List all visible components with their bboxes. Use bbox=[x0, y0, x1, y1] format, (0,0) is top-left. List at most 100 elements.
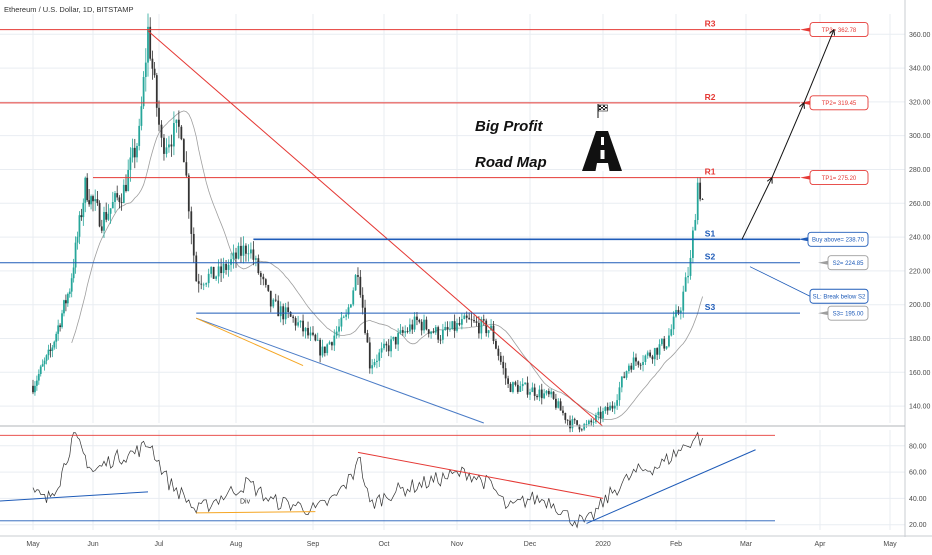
candle-body bbox=[465, 315, 468, 318]
candle-body bbox=[187, 175, 190, 212]
candle-body bbox=[616, 400, 619, 406]
osc-divergence-line bbox=[196, 511, 316, 514]
candle-body bbox=[190, 211, 193, 234]
candle-body bbox=[689, 257, 692, 276]
candle-body bbox=[92, 196, 94, 202]
candle-body bbox=[663, 338, 666, 349]
level-s3-label: S3 bbox=[705, 302, 716, 312]
candle-body bbox=[129, 157, 132, 170]
osc-support-trendline bbox=[0, 491, 149, 502]
candle-body bbox=[232, 252, 235, 260]
candle-body bbox=[252, 249, 255, 260]
candle-body bbox=[72, 267, 75, 279]
candle-body bbox=[109, 208, 112, 214]
candle-body bbox=[307, 327, 309, 336]
candle-body bbox=[170, 144, 173, 147]
candle-body bbox=[34, 385, 36, 393]
candle-body bbox=[319, 339, 321, 356]
candle-body bbox=[173, 122, 175, 147]
candle-body bbox=[122, 184, 125, 203]
candle-body bbox=[492, 325, 495, 341]
candle-body bbox=[168, 144, 170, 148]
candle-body bbox=[373, 362, 376, 366]
callout-label: SL: Break below S2 bbox=[813, 295, 866, 301]
annotation-road-map: Road Map bbox=[475, 154, 547, 171]
time-tick-label: Nov bbox=[451, 541, 464, 548]
candle-body bbox=[335, 331, 338, 336]
candle-body bbox=[359, 276, 362, 295]
candle-body bbox=[225, 263, 227, 270]
osc-tick-label: 20.00 bbox=[909, 522, 927, 529]
candle-body bbox=[478, 322, 480, 334]
candle-body bbox=[571, 419, 574, 429]
candle-body bbox=[456, 322, 458, 331]
candle-body bbox=[366, 333, 369, 343]
candle-body bbox=[222, 263, 225, 274]
candle-body bbox=[490, 325, 492, 331]
candle-body bbox=[682, 291, 685, 311]
candle-body bbox=[390, 339, 392, 352]
candle-body bbox=[499, 355, 502, 362]
candle-body bbox=[531, 387, 534, 393]
candle-body bbox=[613, 405, 616, 409]
candle-body bbox=[299, 320, 302, 323]
candle-body bbox=[611, 405, 614, 409]
candle-body bbox=[642, 361, 644, 366]
candle-body bbox=[514, 382, 517, 385]
candle-body bbox=[37, 373, 40, 381]
candle-body bbox=[580, 429, 583, 431]
candle-body bbox=[342, 316, 345, 318]
candle-body bbox=[272, 299, 275, 307]
candle-body bbox=[163, 137, 165, 154]
candle-body bbox=[646, 352, 649, 356]
candle-body bbox=[687, 275, 689, 278]
candle-body bbox=[566, 419, 569, 421]
candle-body bbox=[47, 349, 50, 356]
callout-pointer bbox=[800, 100, 810, 105]
candle-body bbox=[338, 326, 340, 332]
candle-body bbox=[158, 107, 160, 125]
candle-body bbox=[94, 199, 97, 202]
time-tick-label: Feb bbox=[670, 541, 682, 548]
candle-body bbox=[425, 319, 428, 330]
candle-body bbox=[521, 383, 524, 387]
callout-label: S2= 224.85 bbox=[833, 261, 865, 267]
candle-body bbox=[333, 335, 336, 346]
osc-tick-label: 40.00 bbox=[909, 496, 927, 503]
candle-body bbox=[65, 300, 67, 304]
time-tick-label: Mar bbox=[740, 541, 753, 548]
candle-body bbox=[202, 284, 205, 286]
candle-body bbox=[618, 387, 621, 401]
candle-body bbox=[632, 357, 635, 370]
candle-body bbox=[691, 230, 694, 258]
candle-body bbox=[120, 202, 123, 203]
candle-body bbox=[107, 213, 110, 220]
time-tick-label: May bbox=[26, 541, 40, 548]
candle-body bbox=[45, 355, 48, 361]
callout-box bbox=[809, 95, 869, 111]
candle-body bbox=[644, 355, 647, 362]
candle-body bbox=[250, 249, 252, 254]
candle-body bbox=[427, 329, 430, 334]
price-tick-label: 220.00 bbox=[909, 268, 931, 275]
candle-body bbox=[437, 327, 440, 340]
candle-body bbox=[289, 311, 292, 317]
projection-arrow bbox=[803, 29, 835, 104]
candle-body bbox=[43, 360, 46, 365]
callout-box bbox=[827, 255, 869, 271]
candle-body bbox=[529, 392, 531, 395]
projection-arrow-head bbox=[829, 29, 835, 36]
candle-body bbox=[679, 310, 682, 313]
candle-body bbox=[460, 319, 463, 325]
candle-body bbox=[70, 278, 73, 292]
candle-body bbox=[331, 342, 333, 346]
candle-body bbox=[653, 348, 656, 360]
candle-body bbox=[385, 343, 388, 346]
candle-body bbox=[564, 413, 567, 420]
candle-body bbox=[630, 365, 633, 370]
candle-body bbox=[418, 319, 421, 322]
candle-body bbox=[147, 26, 149, 63]
candle-body bbox=[512, 382, 514, 392]
candle-body bbox=[84, 177, 87, 203]
